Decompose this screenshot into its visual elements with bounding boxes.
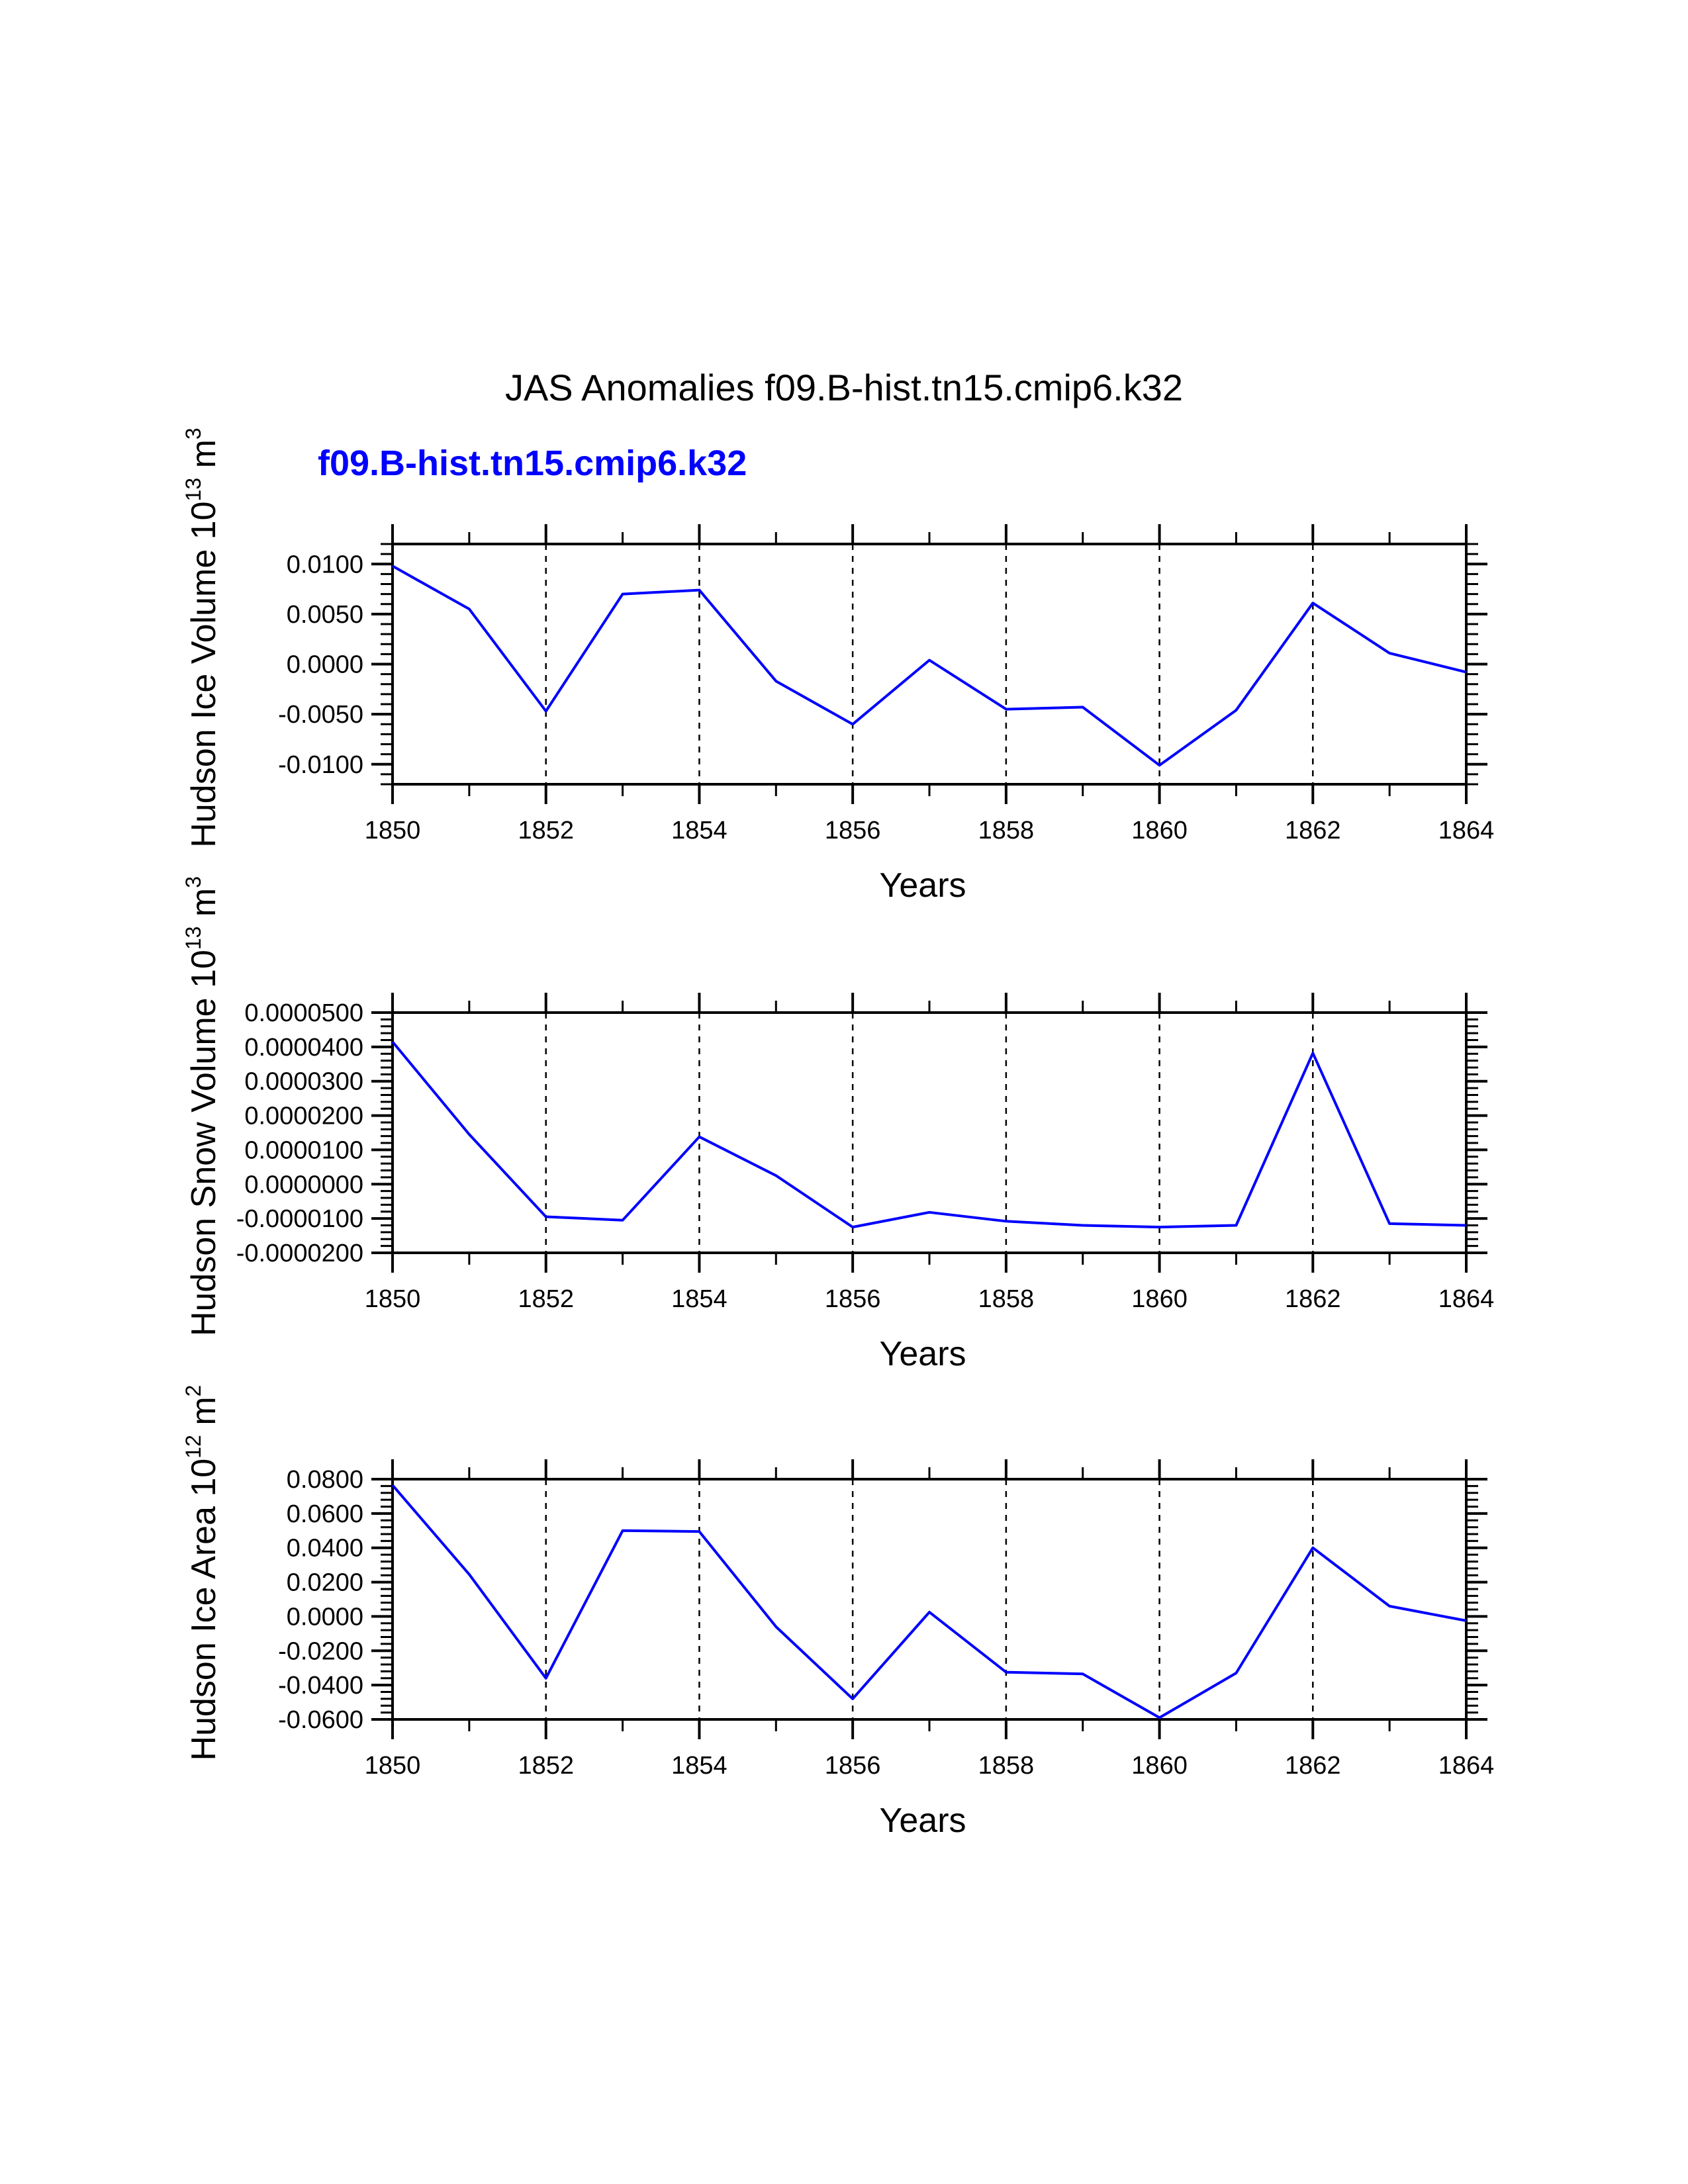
x-tick-label: 1850 [365, 817, 421, 844]
y-axis-title-superscript: 12 [181, 1435, 205, 1459]
y-axis-title-superscript: 13 [181, 927, 205, 950]
y-tick-label: 0.0600 [287, 1500, 363, 1528]
x-tick-label: 1850 [365, 1285, 421, 1313]
figure-title: JAS Anomalies f09.B-hist.tn15.cmip6.k32 [505, 367, 1183, 408]
x-tick-label: 1862 [1285, 1285, 1341, 1313]
y-tick-label: 0.0000200 [244, 1103, 363, 1130]
y-axis-title-superscript: 2 [181, 1385, 205, 1397]
series-line [392, 565, 1467, 767]
x-axis-title: Years [879, 1801, 966, 1840]
series-line [391, 1484, 1467, 1719]
x-tick-label: 1860 [1131, 817, 1188, 844]
y-axis-title-text: Hudson Ice Area 10 [185, 1459, 223, 1761]
x-tick-label: 1858 [978, 1285, 1035, 1313]
x-tick-label: 1856 [825, 1285, 881, 1313]
x-axis-title: Years [879, 1335, 966, 1373]
y-axis-title: Hudson Snow Volume 1013 m3 [181, 876, 223, 1336]
y-axis-title-superscript: 3 [181, 876, 205, 888]
x-tick-label: 1862 [1285, 817, 1341, 844]
y-tick-label: -0.0100 [278, 751, 363, 779]
y-tick-label: 0.0400 [287, 1535, 363, 1563]
y-tick-label: 0.0000100 [244, 1136, 363, 1164]
x-tick-label: 1854 [671, 1285, 727, 1313]
y-axis-title-superscript: 13 [181, 478, 205, 502]
x-tick-label: 1850 [365, 1752, 421, 1780]
y-tick-label: 0.0000300 [244, 1068, 363, 1096]
series-legend-label: f09.B-hist.tn15.cmip6.k32 [318, 443, 747, 483]
y-tick-label: 0.0200 [287, 1569, 363, 1597]
y-axis-title: Hudson Ice Volume 1013 m3 [181, 428, 223, 847]
y-axis-title-text: m [185, 1396, 223, 1435]
y-tick-label: 0.0050 [287, 601, 363, 629]
x-tick-label: 1862 [1285, 1752, 1341, 1780]
x-tick-label: 1852 [518, 817, 574, 844]
x-tick-label: 1852 [518, 1285, 574, 1313]
plot-frame [391, 1478, 1468, 1721]
y-axis-title-text: Hudson Snow Volume 10 [185, 950, 223, 1336]
y-axis-title-superscript: 3 [181, 428, 205, 439]
chart-panel-1: -0.0100 -0.0050 0.0000 0.0050 0.0100 1850 1852… [181, 428, 1494, 905]
y-tick-label: 0.0100 [287, 551, 363, 578]
y-tick-label: 0.0800 [287, 1466, 363, 1494]
y-tick-label: 0.0000 [287, 1603, 363, 1631]
y-tick-label: -0.0000100 [236, 1205, 363, 1233]
y-axis-title-text: Hudson Ice Volume 10 [185, 501, 223, 847]
x-tick-label: 1860 [1131, 1285, 1188, 1313]
x-tick-label: 1858 [978, 817, 1035, 844]
y-tick-label: -0.0000200 [236, 1240, 363, 1267]
x-tick-label: 1854 [671, 1752, 727, 1780]
x-tick-label: 1856 [825, 817, 881, 844]
x-tick-label: 1864 [1438, 1285, 1495, 1313]
y-axis-title: Hudson Ice Area 1012 m2 [181, 1385, 223, 1761]
x-tick-label: 1864 [1438, 1752, 1495, 1780]
chart-panel-3: -0.0600 -0.0400 -0.0200 0.0000 0.0200 0.0400 0… [181, 1385, 1494, 1840]
y-tick-label: -0.0200 [278, 1637, 363, 1665]
y-tick-label: 0.0000000 [244, 1171, 363, 1199]
x-tick-label: 1852 [518, 1752, 574, 1780]
y-axis-title-text: m [185, 439, 223, 478]
x-tick-label: 1858 [978, 1752, 1035, 1780]
x-axis-title: Years [879, 866, 966, 905]
x-tick-label: 1860 [1131, 1752, 1188, 1780]
x-tick-label: 1864 [1438, 817, 1495, 844]
y-tick-label: 0.0000 [287, 651, 363, 679]
x-tick-label: 1854 [671, 817, 727, 844]
y-axis-title-text: m [185, 888, 223, 927]
x-tick-label: 1856 [825, 1752, 881, 1780]
y-tick-label: -0.0050 [278, 701, 363, 729]
plot-frame [391, 543, 1468, 786]
y-tick-label: -0.0400 [278, 1672, 363, 1700]
y-tick-label: 0.0000500 [244, 999, 363, 1027]
chart-panels: -0.0100 -0.0050 0.0000 0.0050 0.0100 1850 1852… [181, 428, 1494, 1840]
y-tick-label: 0.0000400 [244, 1034, 363, 1062]
y-tick-label: -0.0600 [278, 1706, 363, 1734]
series-line [391, 1040, 1467, 1229]
chart-panel-2: -0.0000200 -0.0000100 0.0000000 0.0000100 0.… [181, 876, 1494, 1373]
